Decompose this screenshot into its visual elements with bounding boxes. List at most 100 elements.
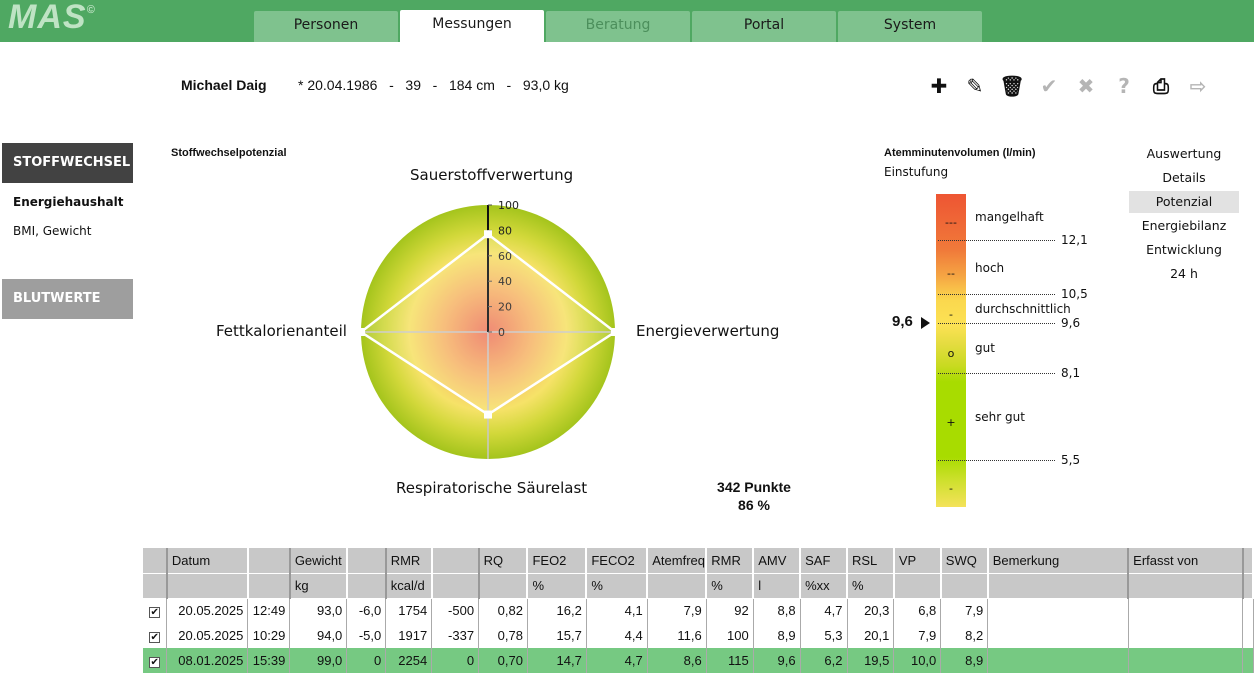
- tab-messungen[interactable]: Messungen: [400, 10, 544, 42]
- column-header[interactable]: FEO2: [527, 548, 588, 574]
- table-cell: 8,8: [753, 598, 801, 623]
- column-header[interactable]: RMR: [385, 548, 433, 574]
- sublink-potenzial[interactable]: Potenzial: [1129, 191, 1239, 213]
- row-checkbox[interactable]: ✔: [149, 632, 161, 643]
- table-cell: 92: [706, 598, 754, 623]
- gauge-bar: [936, 194, 966, 507]
- column-unit: [143, 573, 168, 599]
- table-cell: -6,0: [346, 598, 387, 623]
- sidebar-section-blutwerte[interactable]: BLUTWERTE: [2, 279, 133, 319]
- table-cell: 8,9: [940, 648, 989, 673]
- table-cell: 20.05.2025: [166, 598, 249, 623]
- column-unit: l: [753, 573, 802, 599]
- column-header[interactable]: [431, 548, 480, 574]
- table-cell: 10,0: [893, 648, 942, 673]
- radar-point-2: [484, 410, 492, 419]
- table-row[interactable]: ✔ 20.05.2025 10:29 94,0 -5,0 1917 -337 0,78 15,7…: [143, 623, 1254, 648]
- table-cell: 0: [431, 648, 480, 673]
- table-row[interactable]: ✔ 20.05.2025 12:49 93,0 -6,0 1754 -500 0,82 16,2…: [143, 598, 1254, 623]
- sublink-24-h[interactable]: 24 h: [1170, 266, 1198, 281]
- row-checkbox-cell[interactable]: ✔: [143, 598, 168, 623]
- column-header[interactable]: Erfasst von: [1128, 548, 1244, 574]
- gauge-threshold-label: 8,1: [1061, 366, 1081, 380]
- table-cell: -5,0: [346, 623, 387, 648]
- sublink-details[interactable]: Details: [1162, 170, 1206, 185]
- column-header[interactable]: SAF: [800, 548, 848, 574]
- column-header[interactable]: Gewicht: [289, 548, 348, 574]
- tab-beratung[interactable]: Beratung: [546, 11, 690, 42]
- row-checkbox-cell[interactable]: ✔: [143, 648, 168, 673]
- column-header[interactable]: RMR: [706, 548, 755, 574]
- gauge-level-label: durchschnittlich: [975, 302, 1071, 316]
- column-unit: [431, 573, 480, 599]
- table-cell: 7,9: [893, 623, 942, 648]
- column-header[interactable]: SWQ: [940, 548, 989, 574]
- sublink-entwicklung[interactable]: Entwicklung: [1146, 242, 1222, 257]
- column-header[interactable]: [247, 548, 291, 574]
- row-checkbox[interactable]: ✔: [149, 607, 161, 619]
- gauge-level-label: hoch: [975, 261, 1005, 275]
- gauge-level-mark: ---: [945, 216, 957, 229]
- export-icon[interactable]: ⇨: [1189, 74, 1207, 98]
- sublink-auswertung[interactable]: Auswertung: [1146, 146, 1222, 161]
- column-unit: [1242, 573, 1254, 599]
- table-cell: 94,0: [289, 623, 348, 648]
- column-header[interactable]: [1242, 548, 1254, 574]
- column-header[interactable]: Atemfreq: [647, 548, 708, 574]
- table-cell: 2254: [385, 648, 433, 673]
- print-icon[interactable]: ⎙: [1153, 74, 1169, 98]
- table-cell: 7,9: [647, 598, 707, 623]
- column-header[interactable]: Bemerkung: [987, 548, 1130, 574]
- sidebar-item-energiehaushalt[interactable]: Energiehaushalt: [13, 195, 124, 209]
- table-cell: 4,1: [586, 598, 648, 623]
- table-cell: [987, 623, 1129, 648]
- axis-label-left: Fettkalorienanteil: [216, 322, 347, 340]
- column-header[interactable]: RQ: [478, 548, 529, 574]
- table-cell: 15:39: [247, 648, 291, 673]
- table-row[interactable]: ✔ 08.01.2025 15:39 99,0 0 2254 0 0,70 14,7 4,7 8,6…: [143, 648, 1254, 673]
- sidebar-item-bmi-gewicht[interactable]: BMI, Gewicht: [13, 224, 92, 238]
- column-header[interactable]: [143, 548, 168, 574]
- radar-chart: 0 20 40 60 80 100: [357, 199, 619, 459]
- row-checkbox[interactable]: ✔: [149, 657, 161, 668]
- gauge-threshold-line: [938, 323, 1055, 324]
- column-unit: [893, 573, 942, 599]
- column-header[interactable]: [346, 548, 387, 574]
- tab-personen[interactable]: Personen: [254, 11, 398, 42]
- table-cell: 20,3: [847, 598, 895, 623]
- column-header[interactable]: AMV: [753, 548, 802, 574]
- help-icon[interactable]: ?: [1118, 74, 1130, 98]
- column-header[interactable]: VP: [893, 548, 942, 574]
- gauge-threshold-label: 9,6: [1061, 316, 1081, 330]
- gauge-level-label: gut: [975, 341, 995, 355]
- column-header[interactable]: RSL: [847, 548, 895, 574]
- table-cell: 4,7: [800, 598, 848, 623]
- trash-icon[interactable]: 🗑: [999, 74, 1025, 98]
- check-icon[interactable]: ✔: [1040, 74, 1058, 98]
- sidebar-section-stoffwechsel[interactable]: STOFFWECHSEL: [2, 143, 133, 183]
- radar-point-3: [357, 328, 365, 336]
- column-header[interactable]: Datum: [166, 548, 249, 574]
- axis-label-top: Sauerstoffverwertung: [410, 166, 574, 184]
- column-unit: [987, 573, 1130, 599]
- close-icon[interactable]: ✖: [1077, 74, 1095, 98]
- table-cell: 1917: [385, 623, 433, 648]
- table-cell: 115: [706, 648, 754, 673]
- table-cell: 4,4: [586, 623, 648, 648]
- tab-system[interactable]: System: [838, 11, 982, 42]
- gauge-threshold-label: 5,5: [1061, 453, 1081, 467]
- column-header[interactable]: FECO2: [586, 548, 649, 574]
- plus-icon[interactable]: ✚: [930, 74, 948, 98]
- sublink-energiebilanz[interactable]: Energiebilanz: [1141, 218, 1227, 233]
- column-unit: kg: [289, 573, 348, 599]
- table-cell: 8,2: [940, 623, 989, 648]
- row-checkbox-cell[interactable]: ✔: [143, 623, 168, 648]
- table-cell: [1242, 648, 1254, 673]
- column-unit: %: [706, 573, 755, 599]
- gauge-level-label: mangelhaft: [975, 210, 1044, 224]
- pencil-icon[interactable]: ✎: [966, 74, 984, 98]
- radar-tick-label: 80: [498, 224, 512, 237]
- column-unit: [346, 573, 387, 599]
- logo-text: MAS: [8, 0, 87, 36]
- tab-portal[interactable]: Portal: [692, 11, 836, 42]
